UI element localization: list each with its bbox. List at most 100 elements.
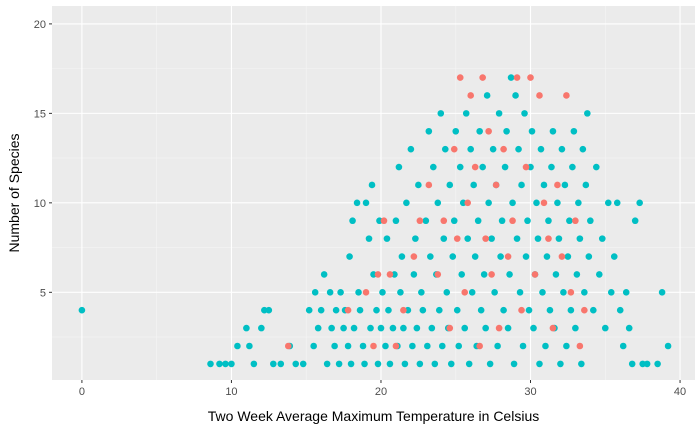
data-point bbox=[464, 199, 472, 207]
data-point bbox=[323, 360, 331, 368]
data-point bbox=[467, 92, 474, 99]
data-point bbox=[522, 163, 530, 171]
data-point bbox=[440, 235, 448, 242]
data-point bbox=[428, 324, 436, 332]
x-axis-title: Two Week Average Maximum Temperature in … bbox=[208, 408, 539, 424]
y-tick-label: 15 bbox=[34, 108, 46, 120]
data-point bbox=[513, 74, 521, 81]
data-point bbox=[305, 306, 313, 314]
data-point bbox=[427, 253, 434, 260]
data-point bbox=[563, 342, 570, 350]
data-point bbox=[385, 306, 392, 314]
major-gridlines bbox=[52, 6, 695, 380]
data-point bbox=[528, 127, 536, 135]
data-point bbox=[382, 342, 389, 350]
data-point bbox=[446, 181, 454, 189]
data-point bbox=[548, 163, 555, 171]
data-point bbox=[477, 306, 485, 314]
data-point bbox=[485, 127, 492, 135]
data-point bbox=[542, 342, 549, 350]
data-point bbox=[314, 324, 322, 332]
data-point bbox=[458, 271, 466, 278]
data-point bbox=[310, 342, 317, 350]
data-point bbox=[522, 253, 530, 260]
data-point bbox=[518, 306, 525, 314]
data-point bbox=[584, 110, 591, 117]
data-point bbox=[456, 163, 464, 171]
data-point bbox=[554, 199, 561, 207]
data-point bbox=[409, 342, 416, 350]
data-point bbox=[585, 253, 593, 260]
data-point bbox=[563, 92, 570, 99]
data-point bbox=[425, 127, 433, 135]
data-point bbox=[355, 289, 362, 296]
data-point bbox=[489, 145, 497, 153]
data-point bbox=[465, 360, 473, 368]
data-point bbox=[593, 163, 600, 171]
data-point bbox=[434, 199, 442, 207]
data-point bbox=[515, 145, 522, 153]
data-point bbox=[512, 92, 519, 99]
data-point bbox=[311, 289, 319, 296]
data-point bbox=[643, 360, 651, 368]
x-tick-label: 20 bbox=[375, 386, 387, 398]
data-point bbox=[359, 342, 367, 350]
data-point bbox=[567, 289, 575, 296]
data-point bbox=[464, 235, 472, 242]
data-point bbox=[243, 324, 250, 332]
data-point bbox=[234, 342, 241, 350]
data-point bbox=[569, 163, 576, 171]
data-point bbox=[491, 289, 498, 296]
data-point bbox=[524, 217, 531, 225]
data-point bbox=[610, 253, 618, 260]
data-point bbox=[488, 235, 495, 242]
data-point bbox=[415, 181, 422, 189]
data-point bbox=[265, 306, 273, 314]
data-point bbox=[430, 163, 437, 171]
data-point bbox=[353, 199, 361, 207]
data-point bbox=[367, 324, 374, 332]
data-point bbox=[468, 289, 476, 296]
data-point bbox=[564, 253, 572, 260]
data-point bbox=[622, 289, 630, 296]
data-point bbox=[453, 306, 461, 314]
data-point bbox=[654, 360, 661, 368]
data-point bbox=[349, 217, 356, 225]
data-point bbox=[450, 217, 458, 225]
data-point bbox=[361, 360, 368, 368]
data-point bbox=[498, 217, 506, 225]
data-point bbox=[374, 271, 382, 278]
data-point bbox=[403, 199, 410, 207]
data-point bbox=[504, 324, 512, 332]
data-point bbox=[539, 289, 546, 296]
data-point bbox=[299, 360, 307, 368]
data-point bbox=[537, 145, 545, 153]
data-point bbox=[317, 306, 325, 314]
x-tick-label: 10 bbox=[225, 386, 237, 398]
data-point bbox=[401, 360, 409, 368]
data-point bbox=[335, 360, 343, 368]
data-point bbox=[455, 342, 463, 350]
data-point bbox=[500, 145, 507, 153]
data-point bbox=[595, 271, 603, 278]
data-point bbox=[450, 145, 458, 153]
data-point bbox=[581, 306, 588, 314]
data-point bbox=[250, 360, 258, 368]
data-point bbox=[555, 235, 563, 242]
data-point bbox=[495, 110, 503, 117]
data-point bbox=[636, 199, 643, 207]
data-point bbox=[516, 289, 524, 296]
data-point bbox=[441, 145, 449, 153]
data-point bbox=[435, 306, 443, 314]
data-point bbox=[579, 145, 587, 153]
data-point bbox=[362, 199, 370, 207]
data-point bbox=[534, 235, 542, 242]
data-point bbox=[479, 74, 486, 81]
data-point bbox=[581, 289, 588, 296]
data-point bbox=[461, 289, 469, 296]
data-point bbox=[527, 74, 534, 81]
data-points bbox=[78, 74, 672, 368]
data-point bbox=[530, 324, 537, 332]
data-point bbox=[456, 74, 464, 81]
data-point bbox=[575, 199, 582, 207]
